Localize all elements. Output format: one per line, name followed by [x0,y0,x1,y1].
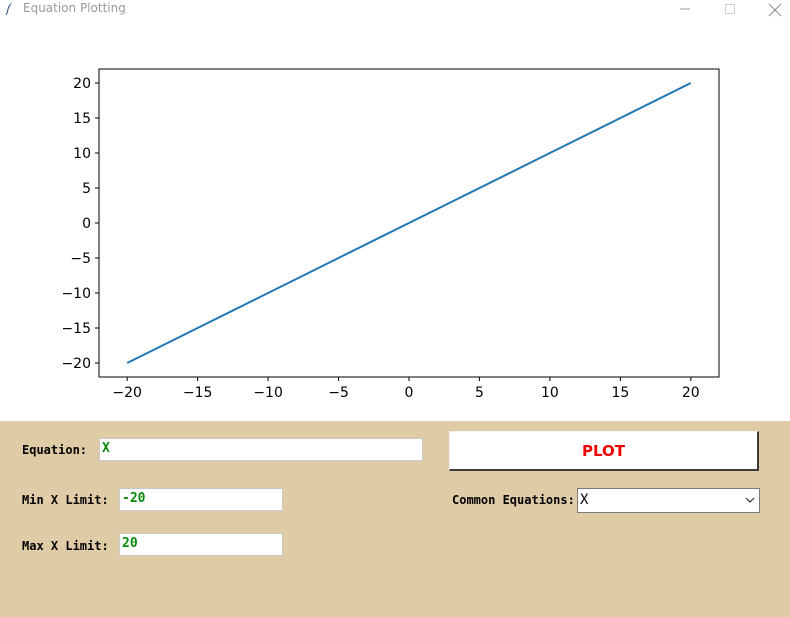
common-equations-label: Common Equations: [452,493,575,507]
y-tick-label: 15 [73,111,91,127]
x-tick-label: −20 [112,385,142,401]
minimize-icon [680,8,690,10]
maximize-icon [725,4,735,14]
close-button[interactable] [752,0,790,18]
y-tick-label: −20 [61,356,91,372]
window-title: Equation Plotting [23,1,126,15]
x-tick-label: −5 [328,385,349,401]
equation-input[interactable]: X [99,438,423,461]
minimize-button[interactable] [663,0,707,18]
x-tick-label: −15 [183,385,213,401]
y-tick-label: −10 [61,286,91,302]
max-x-input[interactable]: 20 [119,533,283,556]
x-tick-label: 20 [682,385,700,401]
equation-label: Equation: [22,443,88,457]
x-tick-label: 5 [475,385,484,401]
line-chart: −20 −15 −10 −5 0 5 10 15 20 −20 −15 −10 −5 0 5 10 15 20 [61,68,720,401]
y-tick-label: −5 [70,251,91,267]
max-x-label: Max X Limit: [22,539,109,553]
series-line [126,82,692,364]
close-icon [768,3,782,17]
plot-canvas: −20 −15 −10 −5 0 5 10 15 20 −20 −15 −10 −5 0 5 10 15 20 [0,18,790,421]
min-x-input[interactable]: -20 [119,488,283,511]
common-equations-select[interactable]: X [577,488,760,513]
min-x-label: Min X Limit: [22,493,109,507]
x-tick-label: 0 [405,385,414,401]
x-tick-label: −10 [253,385,283,401]
y-tick-label: 0 [82,216,91,232]
control-panel: Equation: X PLOT Min X Limit: -20 Common… [0,421,790,617]
feather-icon [5,2,13,15]
x-tick-label: 10 [541,385,559,401]
maximize-button[interactable] [708,0,752,18]
y-tick-label: 10 [73,146,91,162]
plot-button[interactable]: PLOT [449,431,759,471]
chevron-down-icon [745,497,755,503]
common-equations-value: X [580,492,589,508]
title-bar: Equation Plotting [0,0,790,18]
x-tick-label: 15 [611,385,629,401]
y-tick-label: 5 [82,181,91,197]
y-tick-label: −15 [61,321,91,337]
y-tick-label: 20 [73,76,91,92]
